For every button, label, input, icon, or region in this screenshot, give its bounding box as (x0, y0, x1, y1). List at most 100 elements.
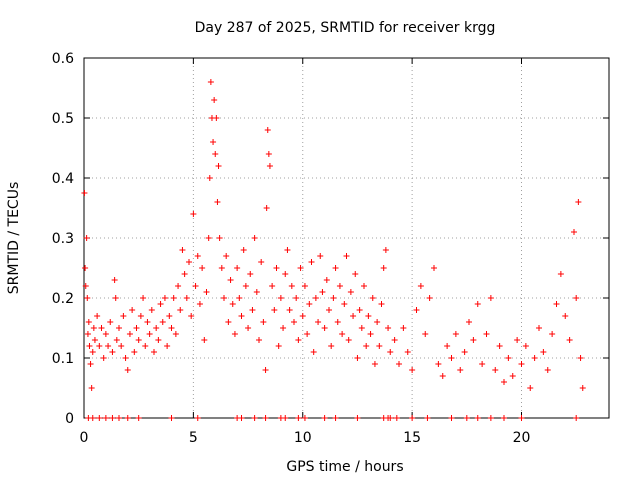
data-point (435, 361, 442, 367)
data-point (374, 319, 381, 325)
zero-marker (295, 415, 302, 421)
data-point (288, 283, 295, 289)
data-point (82, 283, 89, 289)
data-point (385, 325, 392, 331)
data-point (258, 259, 265, 265)
data-point (229, 301, 236, 307)
zero-marker (238, 415, 245, 421)
data-point (168, 325, 175, 331)
data-point (328, 343, 335, 349)
data-point (312, 295, 319, 301)
data-point (179, 247, 186, 253)
data-point (83, 235, 90, 241)
data-point (376, 343, 383, 349)
zero-marker (251, 415, 258, 421)
axis-ticks: 0 0.1 0.2 0.3 0.4 0.5 0.6 0 5 10 15 20 (52, 51, 609, 446)
data-point (94, 313, 101, 319)
data-point (177, 307, 184, 313)
data-point (262, 367, 269, 373)
data-point (126, 331, 133, 337)
data-point (536, 325, 542, 331)
data-point (131, 349, 138, 355)
data-point (100, 355, 107, 361)
data-point (295, 337, 302, 343)
zero-marker (518, 415, 525, 421)
zero-marker (501, 415, 507, 421)
data-point (84, 295, 91, 301)
data-point (124, 367, 131, 373)
grid-lines (84, 58, 609, 418)
x-tick-label: 0 (80, 430, 89, 446)
data-point (207, 79, 214, 85)
data-point (236, 295, 243, 301)
data-point (286, 307, 293, 313)
zero-marker (109, 415, 116, 421)
data-point (183, 295, 190, 301)
data-point (354, 355, 361, 361)
zero-marker (194, 415, 201, 421)
data-point (573, 295, 580, 301)
zero-marker (573, 415, 580, 421)
data-point (266, 163, 273, 169)
zero-marker (463, 415, 470, 421)
data-point (211, 97, 218, 103)
data-point (496, 343, 503, 349)
data-point (166, 313, 173, 319)
data-point (514, 337, 521, 343)
zero-marker (89, 415, 96, 421)
data-point (249, 307, 256, 313)
data-point (231, 331, 238, 337)
data-point (135, 337, 142, 343)
y-tick-label: 0.6 (52, 51, 74, 67)
data-point (142, 343, 149, 349)
zero-marker (487, 415, 494, 421)
data-points (81, 79, 586, 421)
data-point (479, 361, 486, 367)
data-point (426, 295, 433, 301)
data-point (577, 355, 584, 361)
data-point (223, 253, 230, 259)
data-point (367, 331, 374, 337)
data-point (216, 235, 223, 241)
data-point (155, 337, 162, 343)
data-point (120, 313, 127, 319)
data-point (431, 265, 437, 271)
data-point (146, 331, 153, 337)
data-point (203, 289, 210, 295)
data-point (282, 271, 289, 277)
zero-marker (282, 415, 289, 421)
data-point (361, 283, 367, 289)
data-point (190, 211, 197, 217)
y-tick-label: 0 (65, 411, 74, 427)
data-point (531, 355, 538, 361)
data-point (404, 349, 411, 355)
data-point (253, 289, 260, 295)
data-point (263, 205, 270, 211)
data-point (280, 325, 287, 331)
zero-marker (168, 415, 175, 421)
data-point (81, 190, 88, 196)
data-point (308, 259, 315, 265)
data-point (378, 301, 385, 307)
data-point (161, 295, 168, 301)
data-point (492, 367, 499, 373)
data-point (505, 355, 512, 361)
data-point (306, 301, 313, 307)
data-point (343, 253, 350, 259)
y-tick-label: 0.1 (52, 351, 74, 367)
data-point (159, 319, 166, 325)
data-point (319, 289, 326, 295)
zero-marker (332, 415, 339, 421)
data-point (365, 313, 372, 319)
data-point (157, 301, 164, 307)
data-point (448, 355, 455, 361)
data-point (466, 319, 472, 325)
data-point (271, 307, 278, 313)
data-point (113, 337, 120, 343)
data-point (444, 343, 451, 349)
data-point (196, 301, 203, 307)
data-point (194, 253, 201, 259)
data-point (487, 295, 494, 301)
data-point (218, 265, 225, 271)
